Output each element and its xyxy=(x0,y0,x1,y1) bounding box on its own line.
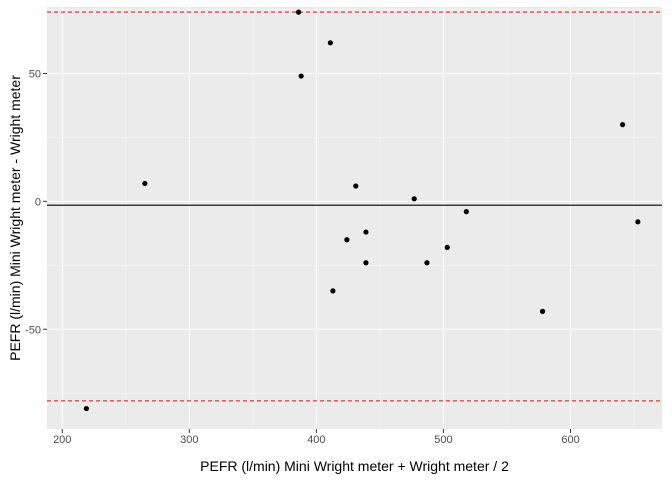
data-point xyxy=(327,40,333,46)
major-gridlines xyxy=(47,7,662,429)
data-point xyxy=(444,244,450,251)
data-point xyxy=(363,229,369,235)
data-point xyxy=(295,9,302,15)
x-tick-label: 300 xyxy=(180,434,198,446)
data-point xyxy=(344,237,350,243)
x-tick-label: 400 xyxy=(307,434,325,446)
x-axis-title: PEFR (l/min) Mini Wright meter + Wright … xyxy=(200,458,509,474)
data-point xyxy=(330,288,336,294)
x-tick-label: 200 xyxy=(53,434,71,446)
data-point xyxy=(411,196,417,202)
data-point xyxy=(539,308,546,314)
y-axis-title: PEFR (l/min) Mini Wright meter - Wright … xyxy=(7,75,23,361)
x-tick-label: 500 xyxy=(434,434,452,446)
data-point xyxy=(353,183,359,189)
x-tick-label: 600 xyxy=(561,434,579,446)
data-points xyxy=(83,9,641,412)
y-tick-label: -50 xyxy=(25,324,41,336)
data-point xyxy=(83,405,89,412)
data-point xyxy=(298,73,304,79)
y-tick-label: 0 xyxy=(35,196,41,208)
data-point xyxy=(363,260,369,266)
y-axis: -50 0 50 xyxy=(25,68,47,336)
minor-gridlines xyxy=(47,7,662,429)
data-point xyxy=(635,219,641,225)
data-point xyxy=(463,209,469,215)
data-point xyxy=(620,122,626,128)
x-axis: 200 300 400 500 600 xyxy=(53,429,580,446)
reference-lines xyxy=(47,11,662,402)
data-point xyxy=(424,260,430,266)
data-point xyxy=(142,180,148,187)
plot-panel xyxy=(47,7,662,429)
y-tick-label: 50 xyxy=(29,68,41,80)
